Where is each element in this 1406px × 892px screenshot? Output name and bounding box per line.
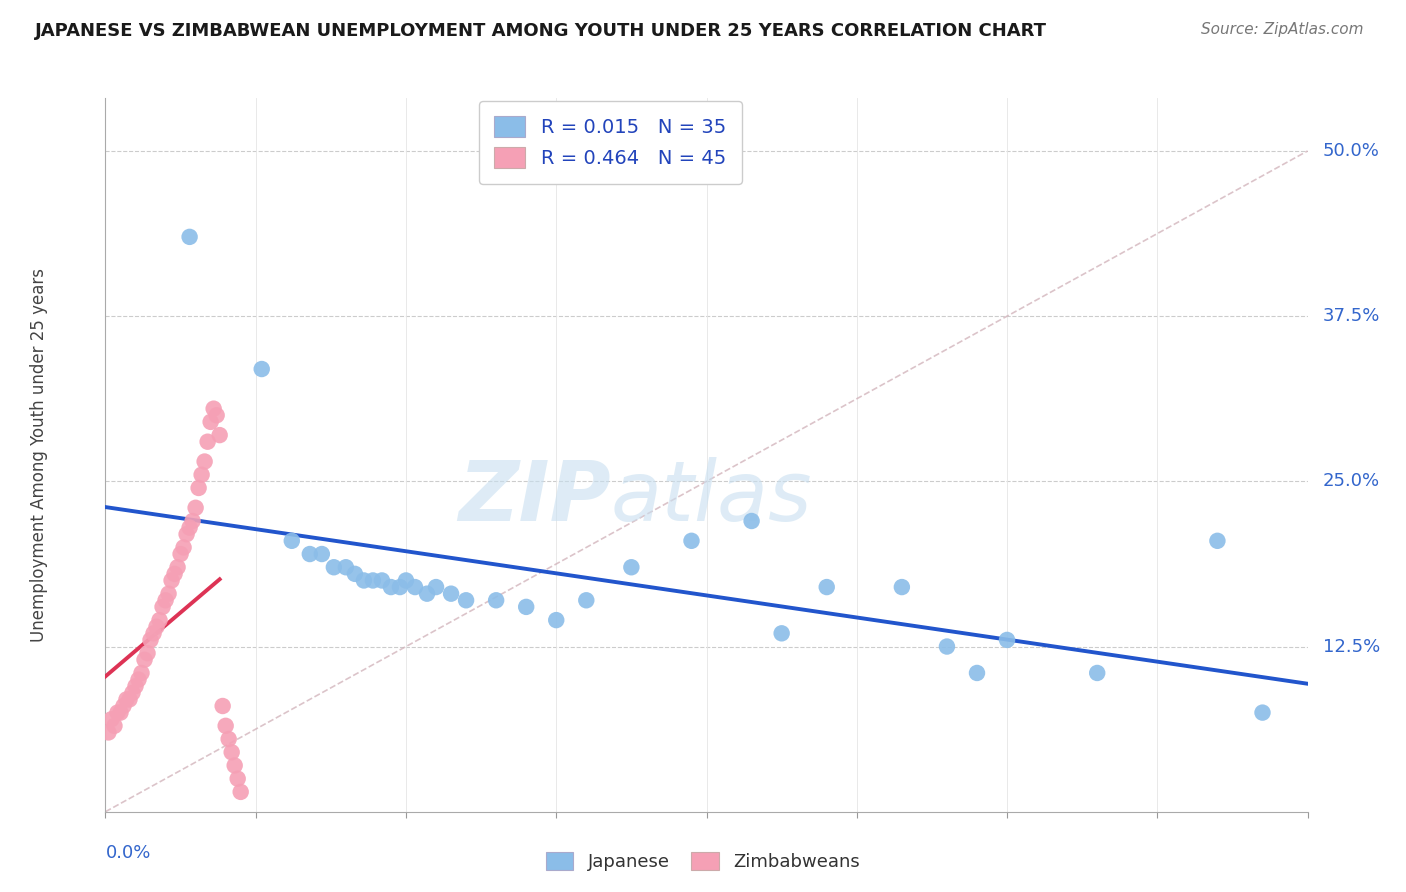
Point: [107, 706, 129, 720]
Point: [173, 541, 195, 555]
Point: [152, 599, 174, 614]
Point: [936, 640, 959, 654]
Text: Unemployment Among Youth under 25 years: Unemployment Among Youth under 25 years: [31, 268, 48, 642]
Point: [112, 698, 135, 713]
Point: [229, 785, 252, 799]
Text: 12.5%: 12.5%: [1323, 638, 1379, 656]
Point: [194, 454, 217, 468]
Point: [485, 593, 508, 607]
Point: [546, 613, 568, 627]
Point: [184, 500, 207, 515]
Point: [157, 587, 180, 601]
Point: [620, 560, 643, 574]
Point: [200, 415, 222, 429]
Point: [145, 620, 167, 634]
Point: [395, 574, 418, 588]
Point: [966, 665, 988, 680]
Point: [770, 626, 793, 640]
Point: [115, 692, 138, 706]
Point: [131, 665, 153, 680]
Point: [1085, 665, 1108, 680]
Point: [343, 566, 366, 581]
Point: [226, 772, 249, 786]
Text: 50.0%: 50.0%: [1323, 142, 1379, 160]
Text: Source: ZipAtlas.com: Source: ZipAtlas.com: [1201, 22, 1364, 37]
Point: [100, 712, 122, 726]
Text: JAPANESE VS ZIMBABWEAN UNEMPLOYMENT AMONG YOUTH UNDER 25 YEARS CORRELATION CHART: JAPANESE VS ZIMBABWEAN UNEMPLOYMENT AMON…: [35, 22, 1047, 40]
Point: [128, 673, 150, 687]
Point: [97, 725, 120, 739]
Point: [995, 632, 1018, 647]
Point: [211, 698, 233, 713]
Point: [208, 428, 231, 442]
Point: [380, 580, 402, 594]
Point: [214, 719, 236, 733]
Legend: R = 0.015   N = 35, R = 0.464   N = 45: R = 0.015 N = 35, R = 0.464 N = 45: [479, 101, 742, 184]
Point: [221, 745, 243, 759]
Text: 37.5%: 37.5%: [1323, 307, 1379, 326]
Point: [440, 587, 463, 601]
Point: [103, 719, 125, 733]
Point: [187, 481, 209, 495]
Point: [139, 632, 162, 647]
Point: [681, 533, 703, 548]
Point: [197, 434, 219, 449]
Point: [181, 514, 204, 528]
Point: [298, 547, 321, 561]
Point: [515, 599, 537, 614]
Point: [404, 580, 426, 594]
Point: [166, 560, 188, 574]
Point: [741, 514, 763, 528]
Point: [250, 362, 273, 376]
Point: [1206, 533, 1229, 548]
Point: [335, 560, 357, 574]
Point: [190, 467, 212, 482]
Point: [179, 230, 201, 244]
Text: 0.0%: 0.0%: [105, 844, 150, 862]
Point: [163, 566, 186, 581]
Point: [322, 560, 344, 574]
Text: ZIP: ZIP: [458, 458, 610, 538]
Point: [155, 593, 177, 607]
Point: [169, 547, 191, 561]
Point: [202, 401, 225, 416]
Point: [134, 653, 156, 667]
Text: 25.0%: 25.0%: [1323, 473, 1379, 491]
Point: [371, 574, 394, 588]
Point: [148, 613, 170, 627]
Point: [124, 679, 146, 693]
Text: atlas: atlas: [610, 458, 813, 538]
Point: [160, 574, 183, 588]
Point: [218, 732, 240, 747]
Point: [890, 580, 912, 594]
Point: [388, 580, 411, 594]
Point: [454, 593, 477, 607]
Point: [311, 547, 333, 561]
Point: [142, 626, 165, 640]
Point: [575, 593, 598, 607]
Point: [353, 574, 375, 588]
Point: [179, 520, 201, 534]
Point: [361, 574, 384, 588]
Point: [425, 580, 447, 594]
Point: [136, 646, 159, 660]
Point: [1251, 706, 1274, 720]
Point: [110, 706, 132, 720]
Point: [176, 527, 198, 541]
Point: [281, 533, 304, 548]
Point: [815, 580, 838, 594]
Point: [121, 686, 143, 700]
Legend: Japanese, Zimbabweans: Japanese, Zimbabweans: [538, 845, 868, 879]
Point: [416, 587, 439, 601]
Point: [205, 409, 228, 423]
Point: [118, 692, 141, 706]
Point: [224, 758, 246, 772]
